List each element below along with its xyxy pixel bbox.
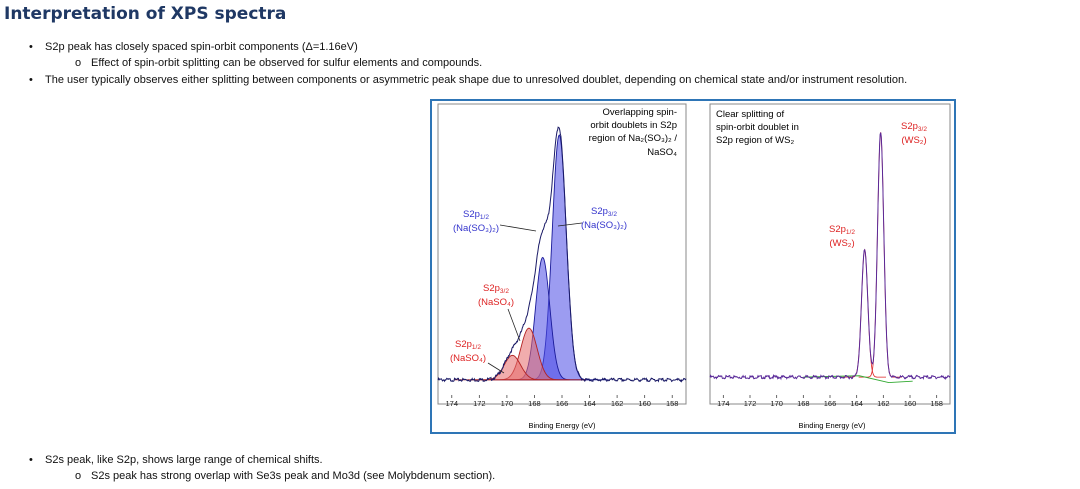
left-x-ticks: 174 172 170 168 166 164 162 160 158 <box>446 395 679 408</box>
right-x-axis-label: Binding Energy (eV) <box>798 421 866 430</box>
bullet-marker: • <box>29 41 33 53</box>
label-s2p12-naso4: S2p1/2 (NaSO₄) <box>450 339 486 364</box>
x-tick-label: 158 <box>666 399 679 408</box>
bullet-text: S2s peak has strong overlap with Se3s pe… <box>91 470 496 482</box>
x-tick-label: 174 <box>446 399 459 408</box>
svg-text:S2p3/2: S2p3/2 <box>591 206 617 218</box>
label-sub: 3/2 <box>918 126 927 133</box>
label-main: S2p <box>455 339 472 350</box>
label-main: S2p <box>483 283 500 294</box>
bullet-item: • S2p peak has closely spaced spin-orbit… <box>29 41 358 53</box>
right-title-line: spin-orbit doublet in <box>716 122 799 133</box>
right-title-line: Clear splitting of <box>716 109 784 120</box>
label-sub: 3/2 <box>608 211 617 218</box>
x-tick-label: 164 <box>850 399 863 408</box>
bullet-item: • S2s peak, like S2p, shows large range … <box>29 454 323 466</box>
bullet-text: S2s peak, like S2p, shows large range of… <box>45 454 323 466</box>
x-tick-label: 166 <box>556 399 569 408</box>
bullet-marker: o <box>75 470 82 482</box>
label-sub: 3/2 <box>500 288 509 295</box>
label-s2p32-naso3: S2p3/2 (Na(SO₃)₂) <box>581 206 627 231</box>
right-plot-area <box>709 103 951 405</box>
x-tick-label: 164 <box>583 399 596 408</box>
xps-figure: 174 172 170 168 166 164 162 160 158 Binding Ener… <box>437 103 951 430</box>
label-sub: 1/2 <box>846 229 855 236</box>
label-chem: (NaSO₄) <box>478 297 514 308</box>
label-chem: (WS₂) <box>829 238 854 249</box>
x-tick-label: 170 <box>770 399 783 408</box>
left-envelope-line <box>437 126 687 383</box>
page-title: Interpretation of XPS spectra <box>4 4 287 24</box>
svg-text:S2p1/2: S2p1/2 <box>463 209 489 221</box>
sub-bullet-item: o Effect of spin-orbit splitting can be … <box>75 57 483 69</box>
left-title-line: orbit doublets in S2p <box>590 120 677 131</box>
label-main: S2p <box>829 224 846 235</box>
x-tick-label: 162 <box>611 399 624 408</box>
bullet-text: S2p peak has closely spaced spin-orbit c… <box>45 41 358 53</box>
bullet-item: • The user typically observes either spl… <box>29 74 908 86</box>
x-tick-label: 162 <box>877 399 890 408</box>
label-chem: (WS₂) <box>901 135 926 146</box>
label-chem: (Na(SO₃)₂) <box>453 223 499 234</box>
right-x-ticks: 174 172 170 168 166 164 162 160 158 <box>717 395 943 408</box>
x-tick-label: 172 <box>473 399 486 408</box>
right-envelope-line <box>709 132 951 381</box>
bullet-marker: • <box>29 74 33 86</box>
label-chem: (Na(SO₃)₂) <box>581 220 627 231</box>
right-title-line: S2p region of WS₂ <box>716 135 794 146</box>
x-tick-label: 172 <box>744 399 757 408</box>
left-title-line: NaSO₄ <box>647 147 677 158</box>
bullet-text: The user typically observes either split… <box>45 74 908 86</box>
label-main: S2p <box>901 121 918 132</box>
label-s2p32-naso4: S2p3/2 (NaSO₄) <box>478 283 514 308</box>
svg-text:S2p1/2: S2p1/2 <box>455 339 481 351</box>
left-chart-title: Overlapping spin- orbit doublets in S2p … <box>589 107 678 158</box>
svg-text:S2p3/2: S2p3/2 <box>483 283 509 295</box>
bullet-marker: • <box>29 454 33 466</box>
x-tick-label: 168 <box>797 399 810 408</box>
leader-line <box>499 224 537 232</box>
left-title-line: region of Na₂(SO₃)₂ / <box>589 133 678 144</box>
label-s2p12-ws2: S2p1/2 (WS₂) <box>829 224 855 249</box>
left-panel: 174 172 170 168 166 164 162 160 158 Binding Ener… <box>437 103 687 430</box>
leader-line <box>487 362 505 374</box>
leader-line <box>507 308 521 342</box>
left-x-axis-label: Binding Energy (eV) <box>528 421 596 430</box>
x-tick-label: 160 <box>638 399 651 408</box>
label-chem: (NaSO₄) <box>450 353 486 364</box>
right-panel: 174 172 170 168 166 164 162 160 158 Binding Ener… <box>709 103 951 430</box>
x-tick-label: 166 <box>824 399 837 408</box>
label-s2p32-ws2: S2p3/2 (WS₂) <box>901 121 927 146</box>
right-chart-title: Clear splitting of spin-orbit doublet in… <box>716 109 799 146</box>
label-sub: 1/2 <box>472 344 481 351</box>
figure-frame: 174 172 170 168 166 164 162 160 158 Binding Ener… <box>430 99 956 434</box>
label-main: S2p <box>463 209 480 220</box>
left-title-line: Overlapping spin- <box>603 107 677 118</box>
x-tick-label: 158 <box>930 399 943 408</box>
x-tick-label: 174 <box>717 399 730 408</box>
x-tick-label: 160 <box>904 399 917 408</box>
label-main: S2p <box>591 206 608 217</box>
label-s2p12-naso3: S2p1/2 (Na(SO₃)₂) <box>453 209 499 234</box>
bullet-text: Effect of spin-orbit splitting can be ob… <box>91 57 483 69</box>
svg-text:S2p1/2: S2p1/2 <box>829 224 855 236</box>
svg-text:S2p3/2: S2p3/2 <box>901 121 927 133</box>
label-sub: 1/2 <box>480 214 489 221</box>
bullet-marker: o <box>75 57 82 69</box>
sub-bullet-item: o S2s peak has strong overlap with Se3s … <box>75 470 496 482</box>
x-tick-label: 168 <box>528 399 541 408</box>
leader-line <box>557 222 583 227</box>
x-tick-label: 170 <box>501 399 514 408</box>
